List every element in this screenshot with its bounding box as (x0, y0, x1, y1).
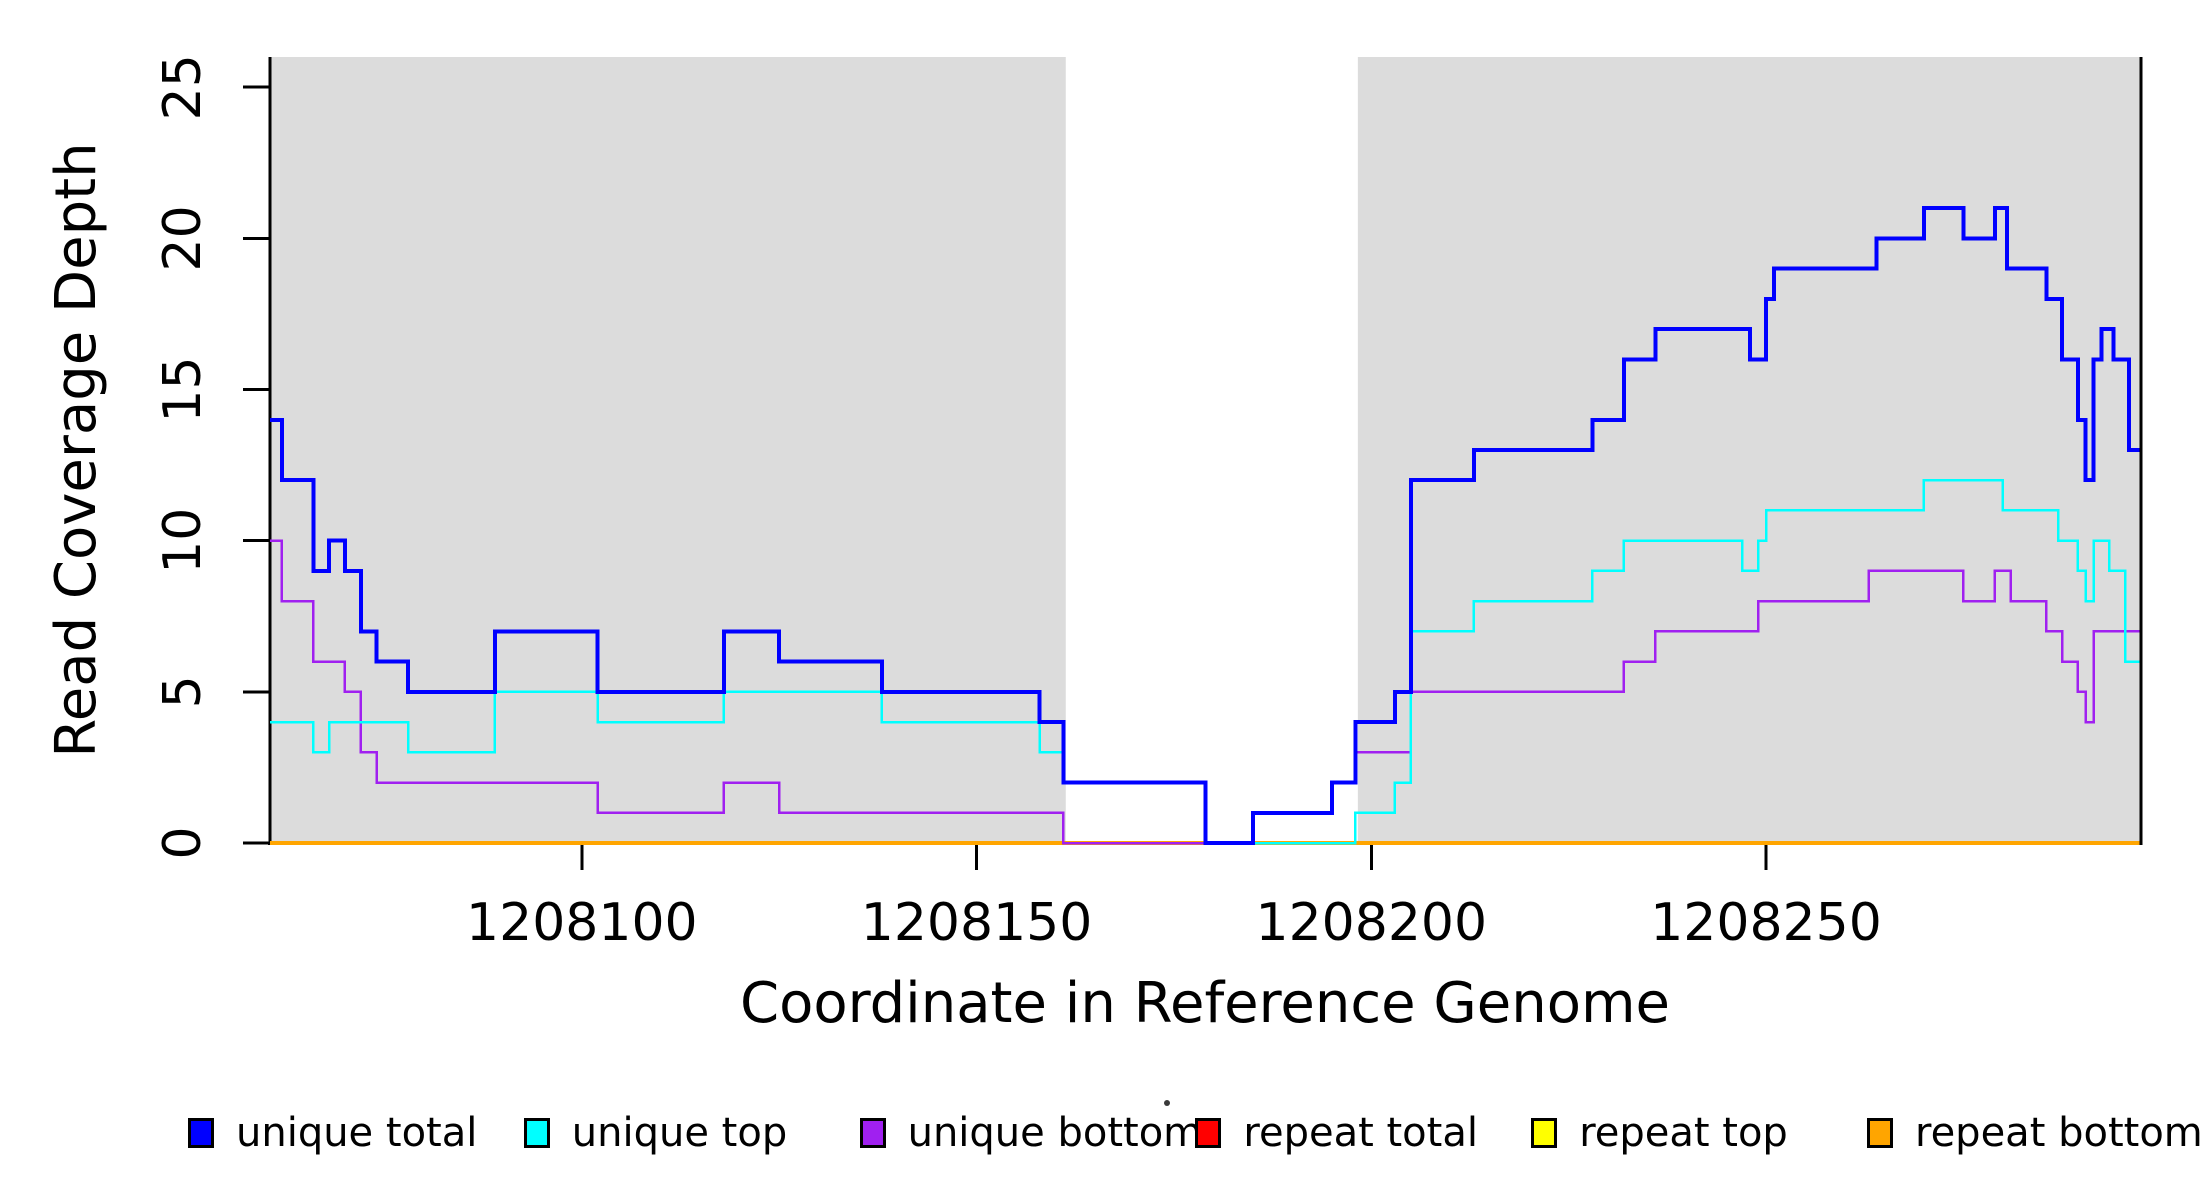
tick-labels: 1208100 1208150 1208200 1208250 0 5 10 15 20 25 (153, 54, 1882, 953)
shaded-regions (270, 57, 2141, 843)
coverage-series-lines (270, 206, 2141, 845)
legend-item-unique-total: unique total (188, 1107, 477, 1159)
legend-label: repeat top (1579, 1110, 1788, 1156)
series-line-unique-top (270, 478, 2141, 845)
legend-label: unique bottom (907, 1110, 1203, 1156)
legend-item-repeat-bottom: repeat bottom (1867, 1107, 2200, 1159)
y-axis-title: Read Coverage Depth (44, 142, 109, 757)
y-tick-label: 20 (153, 205, 213, 271)
legend-swatch-unique-total (188, 1118, 214, 1148)
x-tick-label: 1208150 (861, 893, 1093, 953)
legend-label: repeat total (1243, 1110, 1478, 1156)
legend-swatch-unique-top (523, 1118, 550, 1148)
legend-label: unique total (236, 1110, 478, 1156)
legend-swatch-repeat-top (1531, 1118, 1558, 1148)
series-line-unique-total (270, 206, 2141, 845)
legend-item-unique-top: unique top (523, 1107, 788, 1159)
legend-swatch-repeat-bottom (1867, 1118, 1893, 1148)
legend-item-repeat-top: repeat top (1531, 1107, 1788, 1159)
legend-swatch-unique-bottom (859, 1118, 886, 1148)
x-tick-label: 1208200 (1255, 893, 1487, 953)
x-axis-title: Coordinate in Reference Genome (740, 971, 1670, 1036)
x-tick-label: 1208100 (466, 893, 698, 953)
y-tick-label: 0 (153, 826, 213, 859)
y-tick-label: 5 (153, 675, 213, 708)
legend-swatch-repeat-total (1195, 1118, 1222, 1148)
x-tick-label: 1208250 (1650, 893, 1882, 953)
stray-dot (1164, 1100, 1170, 1106)
y-tick-label: 25 (153, 54, 213, 120)
legend-label: repeat bottom (1915, 1110, 2200, 1156)
y-tick-label: 15 (153, 356, 213, 422)
legend-label: unique top (571, 1110, 788, 1156)
legend-item-repeat-total: repeat total (1195, 1107, 1478, 1159)
legend-item-unique-bottom: unique bottom (859, 1107, 1203, 1159)
y-tick-label: 10 (153, 508, 213, 574)
shaded-region-0 (270, 57, 1066, 843)
